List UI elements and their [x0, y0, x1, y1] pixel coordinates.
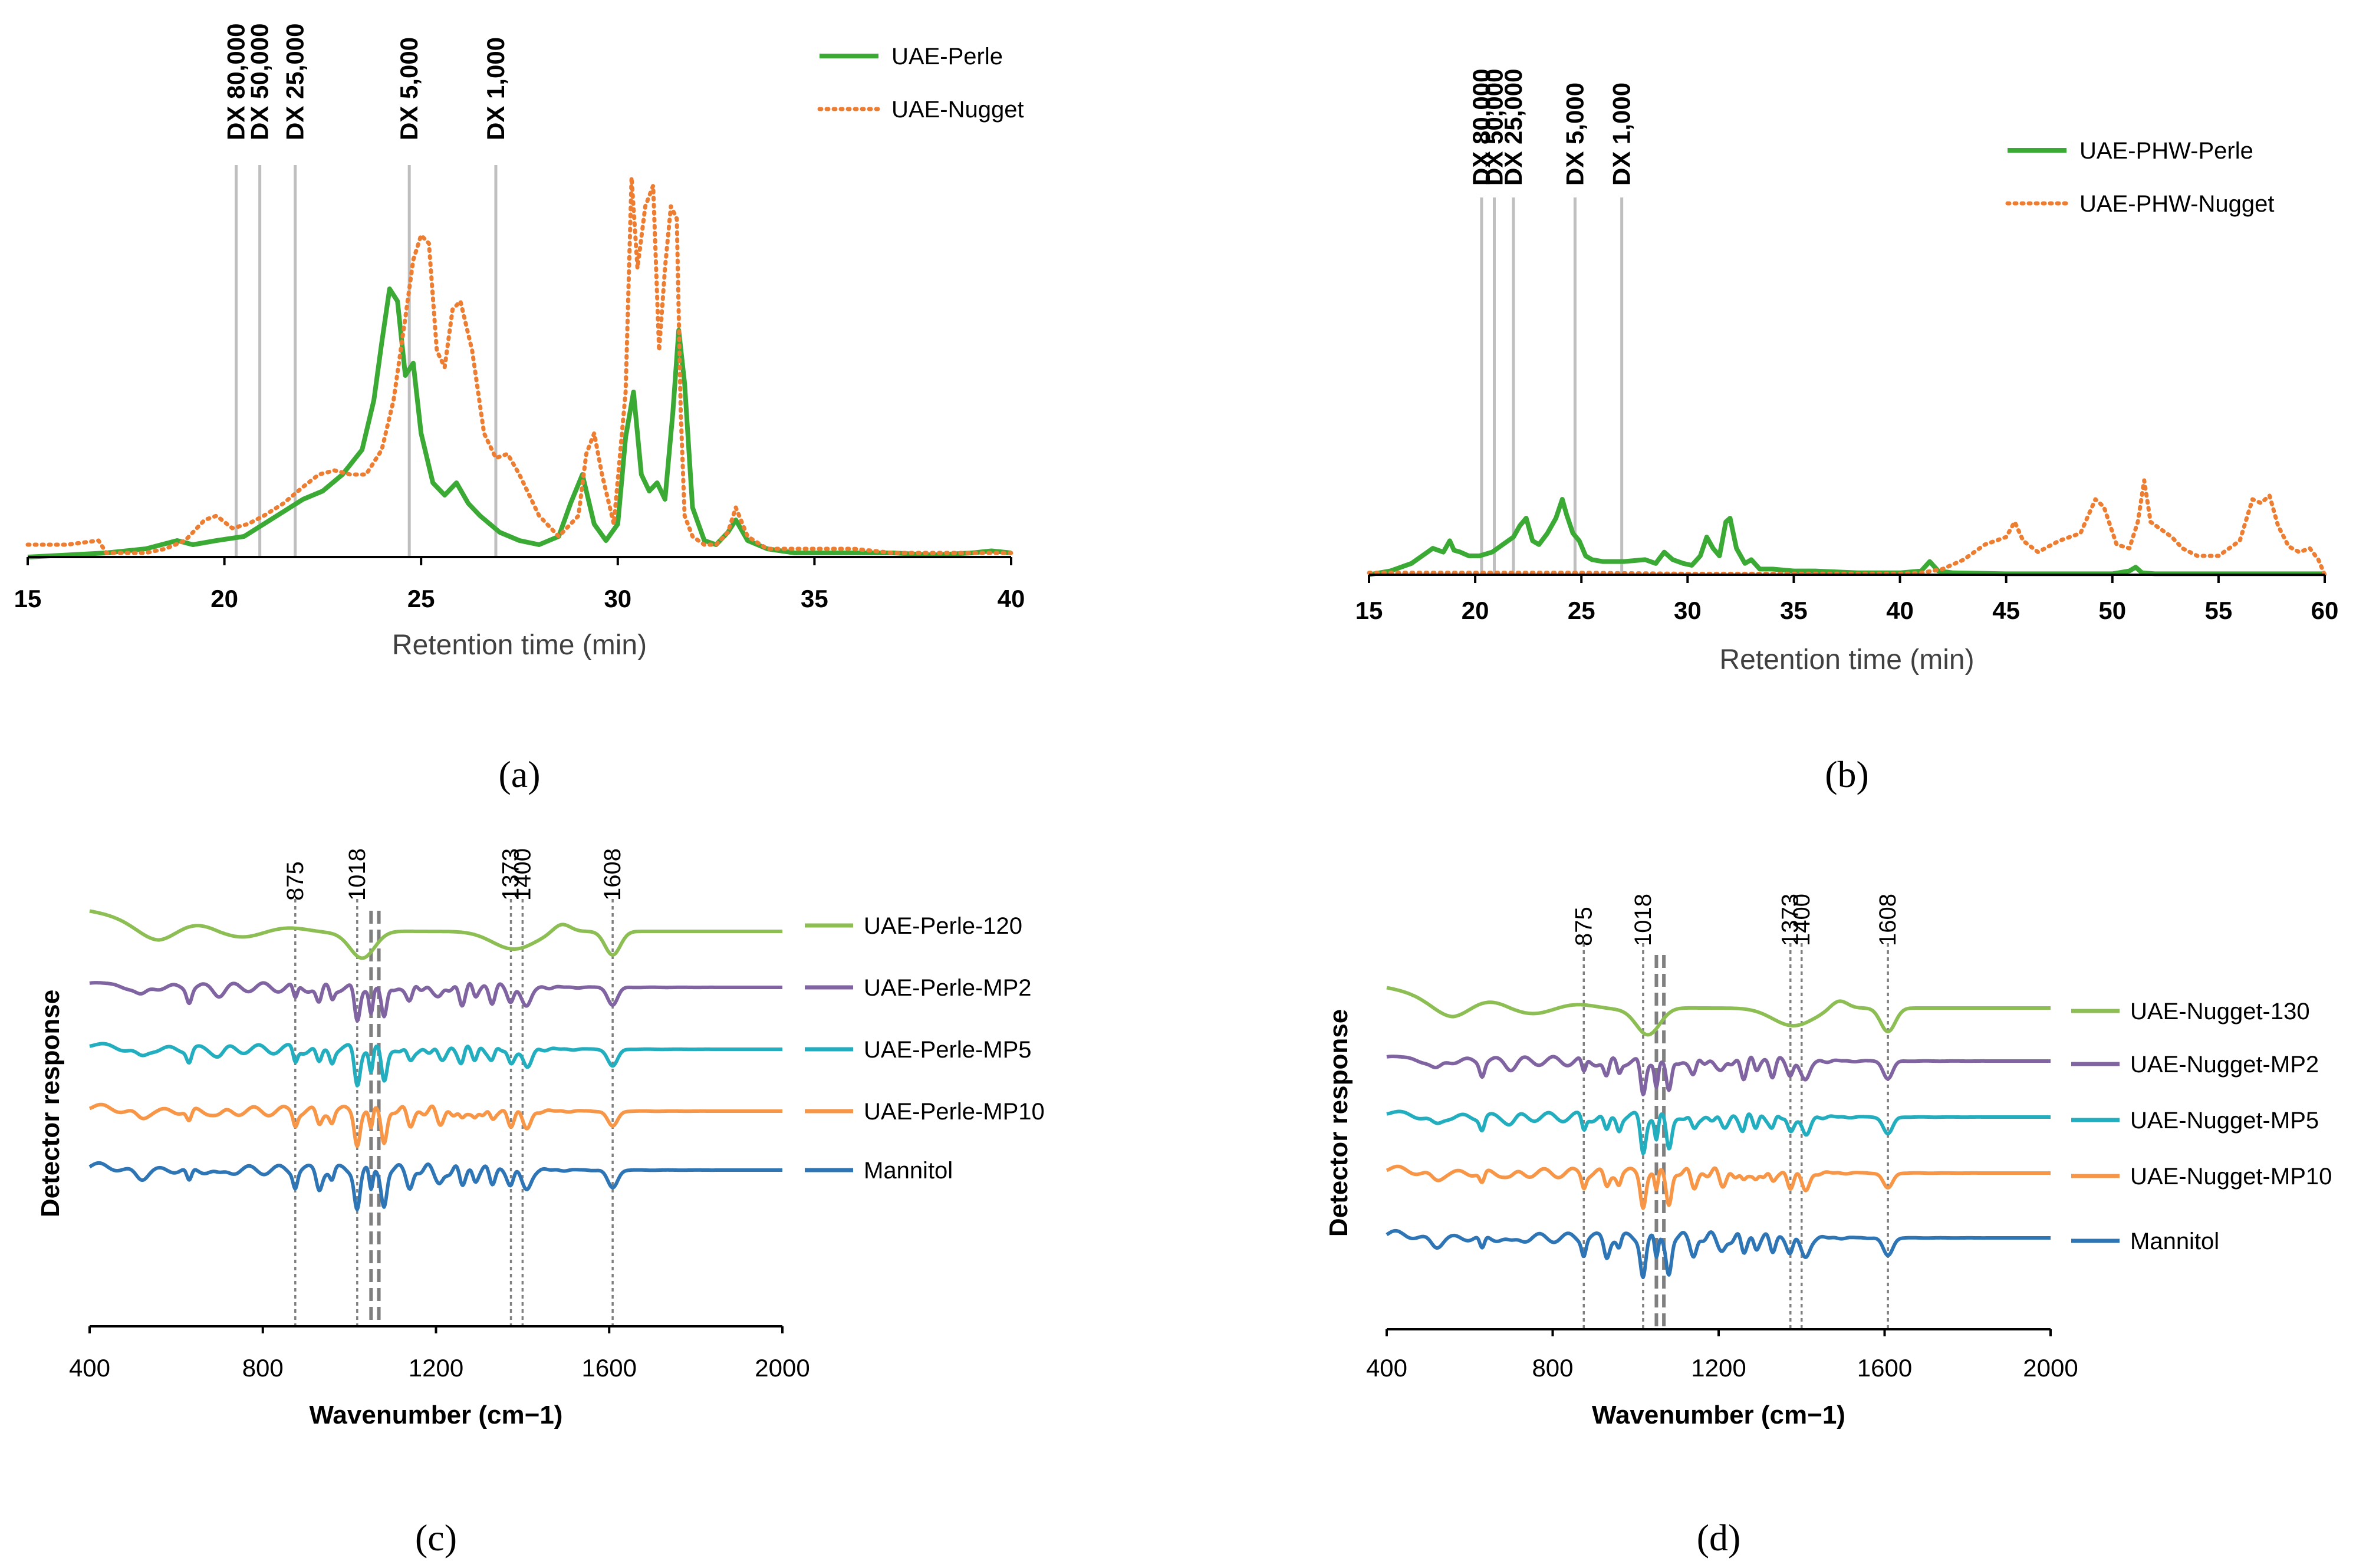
marker-label: 1373 [1778, 894, 1804, 946]
reference-line-label: DX 80,000 [1467, 69, 1495, 186]
reference-line-label: DX 25,000 [1499, 69, 1527, 186]
x-tick-label: 45 [1992, 597, 2020, 624]
reference-line-label: DX 1,000 [482, 37, 509, 140]
legend-label: UAE-Perle-MP10 [864, 1099, 1045, 1125]
x-tick-label: 30 [604, 585, 631, 612]
x-tick-label: 40 [1886, 597, 1914, 624]
x-tick-label: 800 [1532, 1354, 1573, 1382]
x-tick-label: 1600 [1857, 1354, 1912, 1382]
x-tick-label: 35 [801, 585, 828, 612]
legend-label: Mannitol [864, 1158, 953, 1184]
series-line-uae-nugget [25, 175, 1013, 555]
spectrum-line [88, 1102, 784, 1148]
x-axis-title: Wavenumber (cm−1) [1592, 1401, 1845, 1429]
spectrum-line [88, 909, 784, 960]
panel-label: (a) [498, 753, 540, 795]
reference-line-label: DX 5,000 [395, 37, 423, 140]
x-tick-label: 1600 [582, 1354, 637, 1382]
reference-line-label: DX 1,000 [1608, 83, 1636, 186]
x-tick-label: 400 [1366, 1354, 1407, 1382]
series-line-uae-phw-nugget [1367, 478, 2327, 577]
legend-label: UAE-Nugget [891, 97, 1024, 123]
marker-label: 1608 [1875, 894, 1901, 946]
x-tick-label: 35 [1780, 597, 1808, 624]
reference-line-label: DX 25,000 [281, 24, 309, 140]
reference-line-label: DX 50,000 [246, 24, 274, 140]
spectrum-line [1386, 986, 2052, 1037]
x-tick-label: 20 [210, 585, 238, 612]
legend-label: UAE-PHW-Nugget [2079, 191, 2274, 217]
spectrum-line [88, 1042, 784, 1088]
legend-label: UAE-Perle-120 [864, 913, 1022, 939]
x-tick-label: 1200 [1691, 1354, 1746, 1382]
x-tick-label: 55 [2205, 597, 2233, 624]
marker-label: 1608 [600, 848, 626, 901]
series-line-uae-perle [27, 286, 1012, 559]
legend-label: UAE-Nugget-130 [2130, 999, 2310, 1025]
x-tick-label: 50 [2098, 597, 2126, 624]
reference-line-label: DX 50,000 [1480, 69, 1508, 186]
x-tick-label: 1200 [409, 1354, 463, 1382]
x-axis-title: Wavenumber (cm−1) [310, 1401, 563, 1429]
spectrum-line [1386, 1055, 2052, 1096]
reference-line-label: DX 5,000 [1561, 83, 1588, 186]
panel-label: (b) [1825, 753, 1869, 795]
x-tick-label: 25 [1568, 597, 1595, 624]
x-axis-title: Retention time (min) [1719, 644, 1974, 676]
reference-line-label: DX 80,000 [222, 24, 250, 140]
spectrum-line [1386, 1228, 2052, 1279]
marker-label: 1400 [1789, 894, 1815, 946]
x-tick-label: 60 [2311, 597, 2339, 624]
x-tick-label: 15 [1355, 597, 1383, 624]
x-tick-label: 2000 [755, 1354, 809, 1382]
legend-label: UAE-Nugget-MP5 [2130, 1108, 2319, 1134]
marker-label: 875 [282, 861, 308, 901]
x-tick-label: 400 [69, 1354, 110, 1382]
legend-label: Mannitol [2130, 1228, 2219, 1254]
legend-label: UAE-Nugget-MP10 [2130, 1164, 2332, 1190]
legend-label: UAE-Perle [891, 44, 1003, 70]
y-axis-title: Detector response [1324, 1009, 1353, 1237]
x-tick-label: 800 [242, 1354, 284, 1382]
marker-label: 875 [1571, 907, 1597, 946]
y-axis-title: Detector response [36, 990, 65, 1217]
x-axis-title: Retention time (min) [392, 630, 647, 661]
legend-label: UAE-Perle-MP2 [864, 975, 1032, 1001]
legend-label: UAE-Perle-MP5 [864, 1037, 1032, 1063]
x-tick-label: 40 [998, 585, 1025, 612]
spectrum-line [88, 1161, 784, 1211]
panel-label: (d) [1697, 1517, 1741, 1559]
spectrum-line [88, 981, 784, 1023]
marker-label: 1400 [509, 848, 535, 901]
marker-label: 1018 [1630, 894, 1656, 946]
x-tick-label: 25 [407, 585, 435, 612]
x-tick-label: 15 [14, 585, 42, 612]
marker-label: 1018 [344, 848, 370, 901]
legend-label: UAE-Nugget-MP2 [2130, 1052, 2319, 1078]
x-tick-label: 2000 [2023, 1354, 2078, 1382]
spectrum-line [1386, 1109, 2052, 1155]
panel-label: (c) [415, 1517, 457, 1559]
x-tick-label: 30 [1674, 597, 1702, 624]
marker-label: 1373 [498, 848, 524, 901]
spectrum-line [1386, 1164, 2052, 1210]
legend-label: UAE-PHW-Perle [2079, 138, 2253, 164]
x-tick-label: 20 [1462, 597, 1489, 624]
